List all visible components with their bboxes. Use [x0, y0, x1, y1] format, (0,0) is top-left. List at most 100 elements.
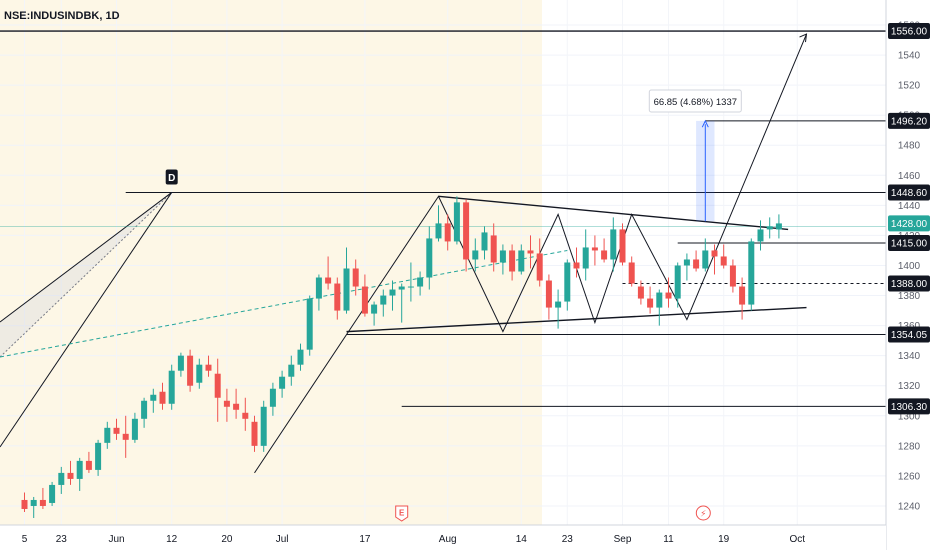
candle-body: [343, 268, 350, 311]
session-highlight: [0, 0, 542, 525]
candle-body: [177, 355, 184, 371]
price-label: 1556.00: [891, 27, 928, 38]
candle-body: [371, 304, 378, 314]
candle-body: [711, 250, 718, 257]
moving-average-line: [0, 249, 568, 358]
candle-body: [205, 364, 212, 371]
candle-body: [720, 256, 727, 266]
candle-body: [251, 421, 258, 446]
candle-body: [757, 229, 764, 242]
candle-body: [242, 412, 249, 419]
time-tick-label: Jun: [108, 534, 124, 545]
candle-body: [95, 442, 102, 470]
earnings-event-label: E: [399, 509, 405, 518]
candle-body: [693, 259, 700, 269]
earnings-event-icon: [395, 505, 409, 522]
time-ticks: 5 23 Jun 12 20 Jul 17 Aug 14 23 Sep 11 19 Oct: [22, 534, 806, 545]
candle-body: [702, 250, 709, 269]
candle-body: [656, 292, 663, 308]
price-labels: 1556.00 1496.20 1448.60 1428.00 1415.00 1388.…: [888, 23, 930, 415]
time-tick-label: 23: [562, 534, 574, 545]
candle-body: [398, 286, 405, 290]
candle-body: [729, 265, 736, 287]
candle-body: [269, 388, 276, 407]
price-label-box: [888, 275, 930, 292]
candle-body: [352, 268, 359, 287]
time-tick-label: Aug: [439, 534, 457, 545]
candle-body: [131, 418, 138, 440]
current-price-label-box: [888, 215, 930, 232]
candle-body: [141, 400, 148, 419]
candle-body: [168, 370, 175, 404]
current-price-label: 1428.00: [891, 219, 928, 230]
candle-body: [260, 406, 267, 446]
candle-body: [325, 277, 332, 284]
time-tick-label: 19: [718, 534, 730, 545]
candle-body: [233, 403, 240, 410]
price-label: 1354.05: [891, 330, 928, 341]
candle-body: [545, 280, 552, 308]
candle-body: [279, 376, 286, 389]
fan-line: [0, 192, 173, 323]
candle-body: [665, 292, 672, 299]
candle-body: [306, 298, 313, 350]
price-label: 1388.00: [891, 279, 928, 290]
candle-body: [426, 238, 433, 278]
price-label-box: [888, 234, 930, 251]
grid-lines: [0, 0, 886, 525]
candle-body: [481, 232, 488, 251]
candle-body: [610, 229, 617, 260]
time-tick-label: Jul: [276, 534, 289, 545]
candle-body: [775, 223, 782, 230]
candle-body: [76, 460, 83, 479]
candles-layer: [21, 196, 782, 518]
price-axis[interactable]: [886, 0, 932, 550]
candle-body: [407, 286, 414, 288]
price-label: 1496.20: [891, 116, 928, 127]
candle-body: [591, 247, 598, 251]
price-label: 1306.30: [891, 402, 928, 413]
candle-body: [214, 373, 221, 398]
time-tick-label: 23: [56, 534, 68, 545]
candle-body: [463, 202, 470, 260]
candle-body: [601, 250, 608, 260]
candle-body: [315, 277, 322, 299]
time-tick-label: 11: [663, 534, 674, 545]
candle-body: [159, 391, 166, 404]
split-event-icon: [695, 505, 711, 521]
candle-body: [196, 364, 203, 383]
time-axis[interactable]: [0, 525, 886, 550]
candle-body: [30, 499, 37, 506]
candle-body: [444, 223, 451, 242]
price-tick-label: 1280: [898, 441, 921, 452]
time-tick-label: Sep: [614, 534, 632, 545]
price-tick-label: 1480: [898, 141, 921, 152]
time-tick-label: 14: [516, 534, 528, 545]
price-tick-label: 1520: [898, 81, 921, 92]
candle-body: [150, 394, 157, 401]
price-tick-label: 1540: [898, 51, 921, 62]
candle-body: [453, 202, 460, 242]
time-tick-label: 20: [221, 534, 233, 545]
candle-body: [361, 286, 368, 314]
triangle-upper-border: [438, 195, 789, 231]
measure-arrowhead: [701, 119, 709, 128]
fan-fill: [0, 192, 172, 357]
candle-body: [683, 259, 690, 266]
price-tick-label: 1400: [898, 261, 921, 272]
candle-body: [518, 250, 525, 272]
candle-body: [85, 460, 92, 470]
candle-body: [748, 241, 755, 305]
measure-label-box: [648, 89, 742, 113]
candle-body: [472, 250, 479, 260]
candle-body: [389, 289, 396, 296]
candle-body: [499, 250, 506, 263]
price-label-box: [888, 398, 930, 415]
projection-arrowhead: [799, 33, 808, 43]
time-tick-label: 5: [22, 534, 28, 545]
candle-body: [58, 472, 65, 485]
candle-body: [122, 433, 129, 440]
price-label-box: [888, 326, 930, 343]
price-tick-label: 1300: [898, 411, 921, 422]
